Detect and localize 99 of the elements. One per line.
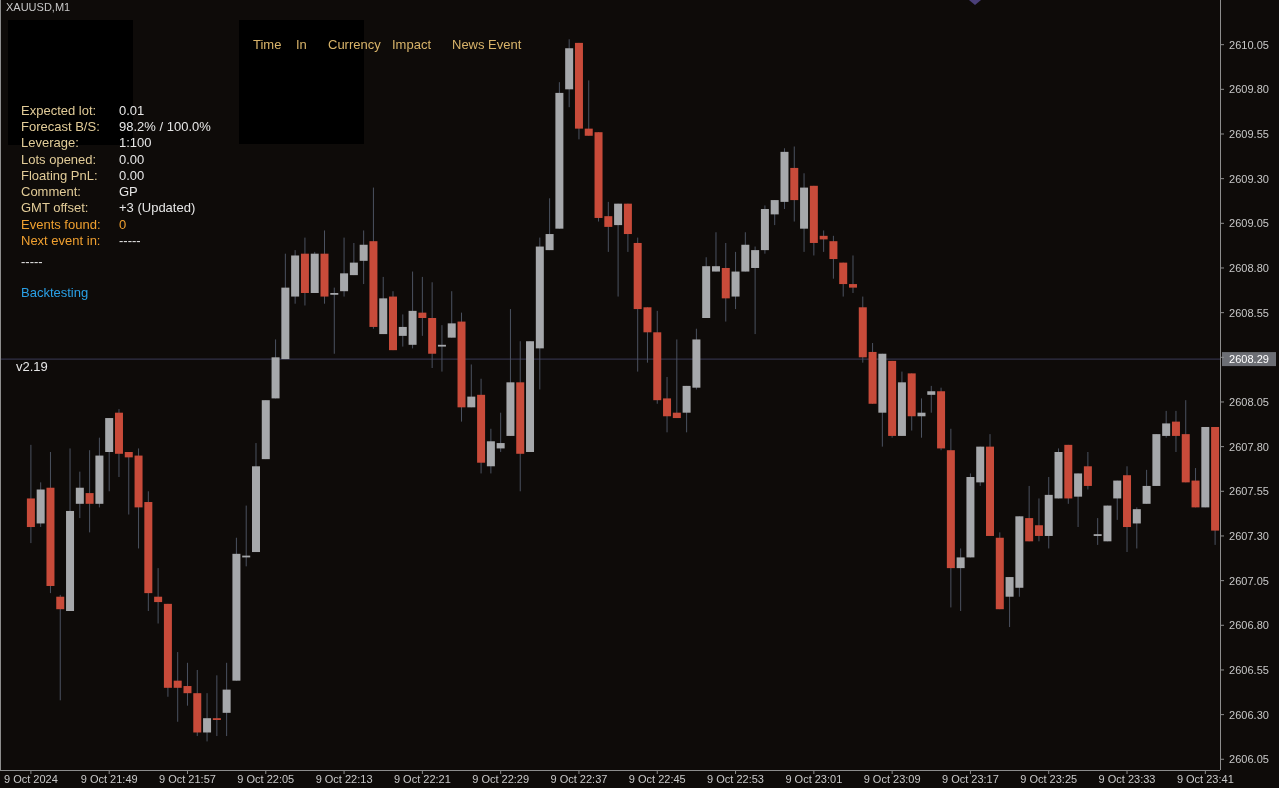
candlestick	[956, 547, 965, 612]
candlestick	[154, 567, 163, 624]
x-tick-label: 9 Oct 21:57	[159, 773, 216, 785]
chart-title: XAUUSD,M1	[6, 1, 71, 13]
y-tick-label: 2608.55	[1229, 306, 1269, 319]
annotation: Forecast B/S:	[21, 119, 100, 134]
y-tick-label: 2608.80	[1229, 261, 1269, 274]
candlestick	[1034, 497, 1043, 542]
candlestick	[545, 197, 554, 251]
candlestick	[56, 594, 65, 701]
candlestick	[672, 338, 681, 419]
x-tick-label: 9 Oct 23:33	[1098, 773, 1156, 785]
annotation: 0.01	[119, 103, 145, 118]
ref-line-label: 2608.29	[1229, 353, 1269, 366]
candlestick	[330, 287, 339, 355]
candlestick	[614, 203, 623, 298]
annotation: Impact	[392, 37, 432, 52]
y-tick-label: 2607.05	[1229, 574, 1269, 587]
y-tick-label: 2607.55	[1229, 485, 1269, 498]
candlestick	[1083, 451, 1092, 491]
y-tick-label: 2609.30	[1229, 172, 1269, 185]
x-tick-label: 9 Oct 23:25	[1020, 773, 1078, 785]
annotation: 0	[119, 217, 127, 232]
candlestick	[222, 662, 231, 737]
annotation: Comment:	[21, 184, 81, 199]
x-tick-label: 9 Oct 23:17	[942, 773, 999, 785]
candlestick	[584, 79, 593, 137]
annotation: Expected lot:	[21, 103, 97, 118]
candlestick	[1113, 480, 1122, 521]
candlestick	[349, 242, 358, 276]
candlestick	[398, 313, 407, 348]
x-tick-label: 9 Oct 22:45	[628, 773, 686, 785]
candlestick	[1074, 472, 1083, 528]
y-tick-label: 2610.05	[1229, 38, 1269, 51]
x-tick-label: 9 Oct 21:49	[80, 773, 138, 785]
annotation: Time	[253, 37, 282, 52]
y-tick-label: 2606.30	[1229, 708, 1269, 721]
annotation: Lots opened:	[21, 152, 97, 167]
y-tick-label: 2609.55	[1229, 127, 1269, 140]
annotation: Next event in:	[21, 233, 101, 248]
candlestick	[359, 229, 368, 285]
annotation: -----	[21, 254, 43, 269]
candlestick	[848, 254, 857, 294]
annotation: 1:100	[119, 135, 152, 150]
candlestick	[711, 231, 720, 273]
x-tick-label: 9 Oct 2024	[3, 773, 58, 785]
candlestick	[447, 290, 456, 339]
candlestick	[496, 412, 505, 453]
annotation: Events found:	[21, 217, 101, 232]
x-tick-label: 9 Oct 23:41	[1176, 773, 1234, 785]
annotation: Backtesting	[21, 285, 89, 300]
y-tick-label: 2606.05	[1229, 753, 1269, 766]
annotation: -----	[119, 233, 141, 248]
annotation: In	[296, 37, 307, 52]
annotation: Currency	[328, 37, 382, 52]
candlestick	[1132, 506, 1141, 549]
x-tick-label: 9 Oct 22:13	[315, 773, 373, 785]
annotation: Leverage:	[21, 135, 79, 150]
annotation: Floating PnL:	[21, 168, 98, 183]
candlestick	[839, 262, 848, 298]
candlestick	[85, 449, 94, 533]
annotation: News Event	[452, 37, 522, 52]
candlestick	[75, 471, 84, 519]
candlestick	[751, 246, 760, 335]
candlestick	[829, 235, 838, 280]
y-tick-label: 2607.80	[1229, 440, 1269, 453]
y-tick-label: 2607.30	[1229, 529, 1269, 542]
x-tick-label: 9 Oct 22:21	[393, 773, 451, 785]
annotation: +3 (Updated)	[119, 200, 196, 215]
candlestick	[927, 385, 936, 414]
x-tick-label: 9 Oct 23:01	[785, 773, 843, 785]
candlestick	[1025, 485, 1034, 542]
annotation: v2.19	[16, 359, 48, 374]
annotation: GP	[119, 184, 138, 199]
x-tick-label: 9 Oct 22:29	[472, 773, 530, 785]
candlestick	[418, 276, 427, 337]
annotation: GMT offset:	[21, 200, 89, 215]
y-tick-label: 2606.55	[1229, 663, 1269, 676]
y-tick-label: 2609.05	[1229, 217, 1269, 230]
candlestick	[212, 674, 221, 737]
x-tick-label: 9 Oct 22:37	[550, 773, 608, 785]
candlestick	[340, 237, 349, 298]
x-tick-label: 9 Oct 22:53	[707, 773, 764, 785]
candlestick	[1171, 410, 1180, 453]
y-tick-label: 2606.80	[1229, 619, 1269, 632]
candlestick	[1162, 410, 1171, 439]
x-tick-label: 9 Oct 22:05	[237, 773, 295, 785]
candlestick	[1142, 469, 1151, 505]
annotation: 0.00	[119, 168, 145, 183]
candlestick	[124, 451, 133, 516]
annotation: 0.00	[119, 152, 145, 167]
y-tick-label: 2608.05	[1229, 395, 1269, 408]
candlestick	[467, 363, 476, 408]
annotation: 98.2% / 100.0%	[119, 119, 212, 134]
candlestick	[203, 692, 212, 742]
x-tick-label: 9 Oct 23:09	[863, 773, 921, 785]
y-tick-label: 2609.80	[1229, 83, 1269, 96]
candlestick	[663, 376, 672, 433]
candlestick	[437, 324, 446, 373]
